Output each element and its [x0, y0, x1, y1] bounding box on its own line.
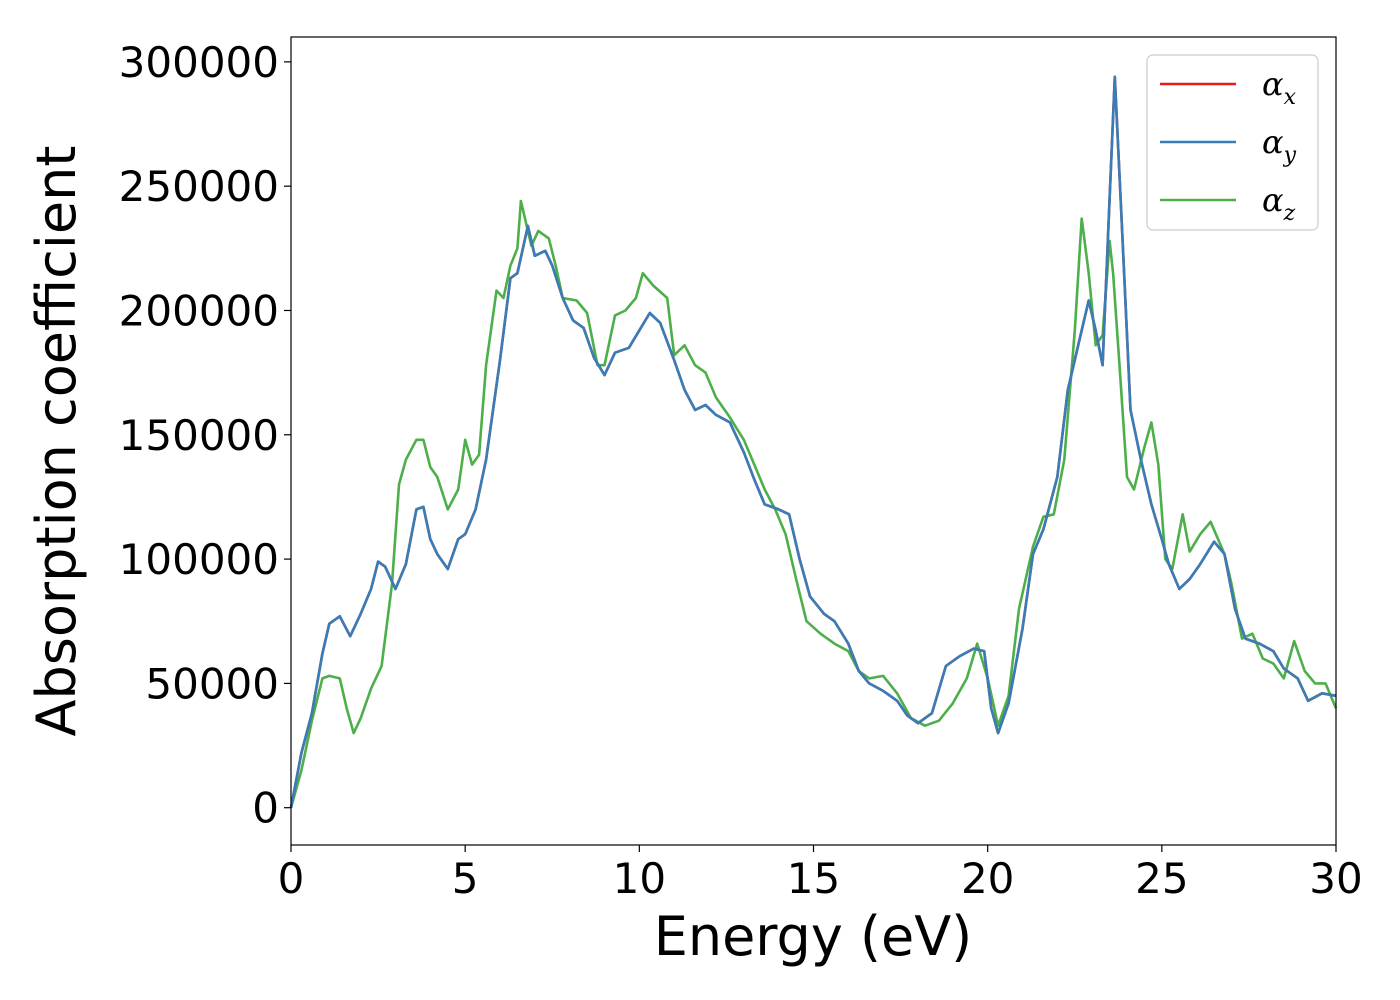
- y-tick-label: 300000: [119, 38, 279, 87]
- legend-label-symbol: α: [1262, 181, 1284, 219]
- series-line-alpha-z: [289, 199, 1338, 809]
- y-tick-label: 250000: [119, 162, 279, 211]
- x-tick-label: 10: [613, 854, 666, 903]
- legend-label-symbol: α: [1262, 65, 1284, 103]
- x-axis-label: Energy (eV): [654, 905, 973, 968]
- y-tick-label: 100000: [119, 535, 279, 584]
- legend-label-subscript: x: [1284, 85, 1297, 110]
- y-tick-label: 150000: [119, 411, 279, 460]
- legend-label-symbol: α: [1262, 123, 1284, 161]
- x-tick-label: 15: [787, 854, 840, 903]
- x-tick-label: 0: [278, 854, 305, 903]
- legend-label-alpha-z: αz: [1262, 181, 1296, 226]
- y-tick-label: 0: [252, 784, 279, 833]
- x-tick-label: 20: [961, 854, 1014, 903]
- series-line-alpha-y: [289, 75, 1337, 808]
- legend-label-alpha-x: αx: [1262, 65, 1297, 110]
- y-tick-label: 200000: [119, 286, 279, 335]
- y-axis-label: Absorption coefficient: [25, 146, 88, 737]
- legend-label-subscript: y: [1283, 143, 1297, 168]
- legend-label-subscript: z: [1283, 201, 1296, 226]
- x-tick-label: 25: [1135, 854, 1188, 903]
- x-tick-label: 30: [1309, 854, 1362, 903]
- y-axis-ticks: 0 50000 100000 150000 200000 250000 300000: [119, 38, 291, 833]
- y-tick-label: 50000: [145, 659, 279, 708]
- x-tick-label: 5: [452, 854, 479, 903]
- series-lines: [289, 75, 1338, 809]
- legend-label-alpha-y: αy: [1262, 123, 1297, 168]
- x-axis-ticks: 0 5 10 15 20 25 30: [278, 845, 1363, 903]
